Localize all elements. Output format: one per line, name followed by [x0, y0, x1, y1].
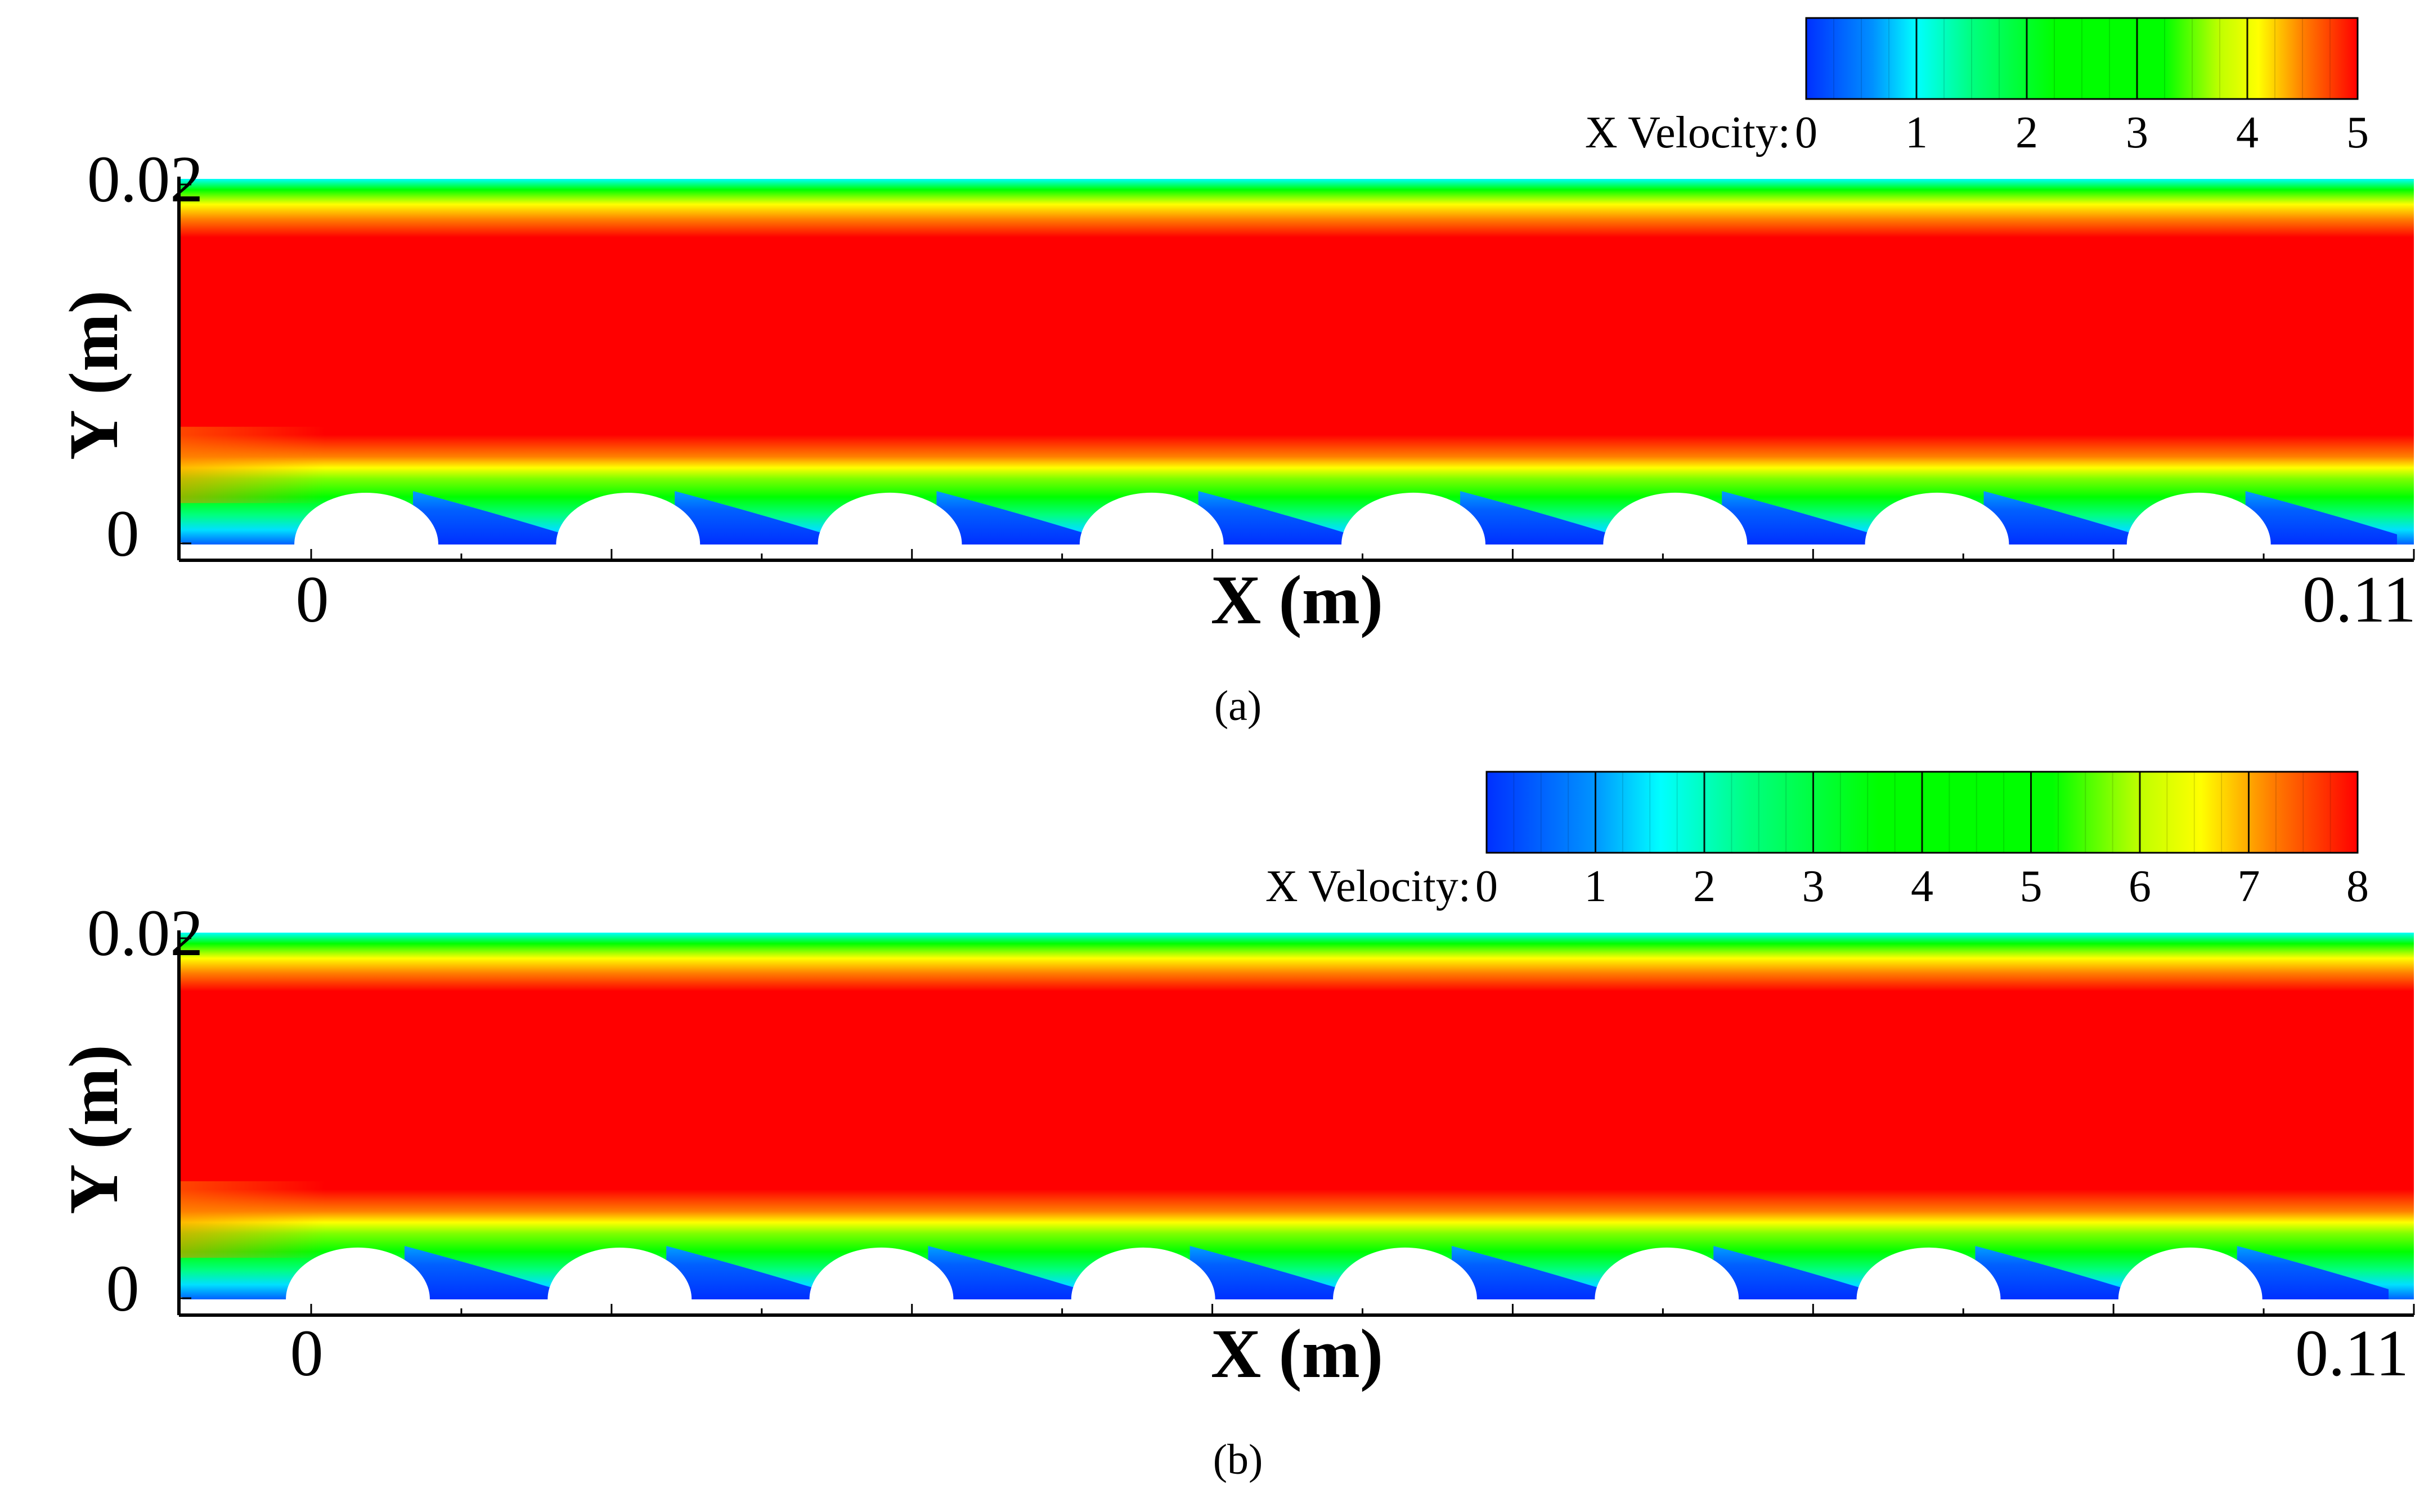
panel-b-recirculation-zone [1713, 1246, 1865, 1299]
panel-b-obstacle [286, 1247, 430, 1299]
panel-a-recirculation-zone [675, 491, 827, 544]
panel-b-y-axis-title: Y (m) [55, 1045, 132, 1214]
panel-b-recirculation-zone [1451, 1246, 1604, 1299]
panel-a-channel-floor [179, 544, 2414, 560]
panel-b-x-axis-title: X (m) [1211, 1315, 1383, 1392]
panel-a-colorbar-strip [1805, 17, 2359, 100]
panel-b-obstacle [1856, 1247, 2001, 1299]
panel-a-colorbar-tick-label: 0 [1795, 108, 1817, 158]
panel-b-x-tick-label-right: 0.11 [2295, 1316, 2409, 1390]
panel-a-y-axis-title: Y (m) [55, 290, 132, 460]
panel-b-colorbar-tick-label: 6 [2129, 862, 2151, 911]
panel-b-channel-floor [179, 1299, 2414, 1315]
panel-b-recirculation-zone [1975, 1246, 2127, 1299]
panel-a-obstacle [818, 492, 962, 544]
panel-b-recirculation-zone [404, 1246, 556, 1299]
panel-a-x-tick-label-right: 0.11 [2302, 562, 2416, 636]
panel-b-colorbar-tick-label: 8 [2346, 862, 2369, 911]
panel-a-x-axis-title: X (m) [1211, 561, 1383, 638]
panel-a-recirculation-zone [936, 491, 1088, 544]
panel-a-axes: 0.02 0 0 0.11 X (m) Y (m) [55, 142, 2416, 638]
panel-b-obstacle [547, 1247, 692, 1299]
panel-a-y-tick-label-bottom: 0 [106, 497, 140, 570]
panel-b-colorbar-tick-label: 0 [1475, 862, 1498, 911]
panel-a-colorbar-label: X Velocity: [1585, 108, 1790, 158]
panel-b-colorbar-tick-label: 2 [1693, 862, 1716, 911]
panel-b-colorbar-tick-label: 3 [1802, 862, 1825, 911]
panel-a-obstacle [294, 492, 438, 544]
panel-b-colorbar-tick-label: 7 [2238, 862, 2260, 911]
panel-a-inlet-region [179, 426, 325, 503]
panel-b-axes: 0.02 0 0 0.11 X (m) Y (m) [55, 896, 2415, 1392]
panel-b-colorbar-tick-label: 5 [2020, 862, 2043, 911]
panel-b-recirculation-zone [1189, 1246, 1342, 1299]
panel-a-obstacle [556, 492, 701, 544]
panel-b-field-contours [179, 933, 2414, 1299]
panel-a-obstacle [1341, 492, 1485, 544]
panel-a-recirculation-zone [2245, 491, 2398, 544]
panel-a-velocity-field [179, 179, 2414, 560]
panel-a-y-tick-label-top: 0.02 [87, 142, 204, 216]
panel-a-obstacle [1603, 492, 1748, 544]
panel-b-recirculation-zone [666, 1246, 818, 1299]
panel-a-colorbar-tick-label: 4 [2236, 108, 2259, 158]
panel-a-recirculation-zone [412, 491, 565, 544]
panel-b-y-tick-label-bottom: 0 [106, 1252, 140, 1325]
panel-b-obstacle [809, 1247, 954, 1299]
panel-a-x-tick-label-left: 0 [296, 562, 329, 636]
panel-b-colorbar-tick-label: 1 [1584, 862, 1607, 911]
panel-a-obstacle [1079, 492, 1224, 544]
panel-a-obstacle [1865, 492, 2009, 544]
panel-b-inlet-region [179, 1181, 325, 1258]
panel-a-field-contours [179, 179, 2414, 544]
panel-a-recirculation-zone [1460, 491, 1612, 544]
panel-b-y-tick-label-top: 0.02 [87, 896, 204, 970]
panel-b-colorbar-label: X Velocity: [1265, 862, 1471, 911]
panel-a-recirculation-zone [1722, 491, 1874, 544]
panel-a-recirculation-zone [1983, 491, 2135, 544]
panel-a-colorbar: X Velocity: 0 1 2 3 4 5 [1585, 17, 2369, 158]
panel-a-colorbar-tick-label: 3 [2126, 108, 2148, 158]
panel-a-obstacle [2126, 492, 2271, 544]
panel-b-caption: (b) [1213, 1436, 1263, 1483]
panel-b-obstacle [1595, 1247, 1739, 1299]
panel-b-recirculation-zone [2237, 1246, 2389, 1299]
panel-a-colorbar-tick-label: 2 [2015, 108, 2038, 158]
panel-a-recirculation-zone [1198, 491, 1350, 544]
panel-b-recirculation-zone [928, 1246, 1080, 1299]
panel-b-colorbar: X Velocity: 0 1 2 3 4 5 6 7 8 [1265, 771, 2369, 911]
panel-b-obstacle [1333, 1247, 1477, 1299]
panel-b-obstacle [1071, 1247, 1215, 1299]
panel-a-colorbar-tick-label: 1 [1905, 108, 1928, 158]
panel-b-obstacle [2118, 1247, 2263, 1299]
panel-a-caption: (a) [1214, 682, 1262, 730]
panel-b-velocity-field [179, 933, 2414, 1315]
panel-a-colorbar-tick-label: 5 [2346, 108, 2369, 158]
panel-b-colorbar-tick-label: 4 [1911, 862, 1933, 911]
panel-b-x-tick-label-left: 0 [290, 1316, 324, 1390]
